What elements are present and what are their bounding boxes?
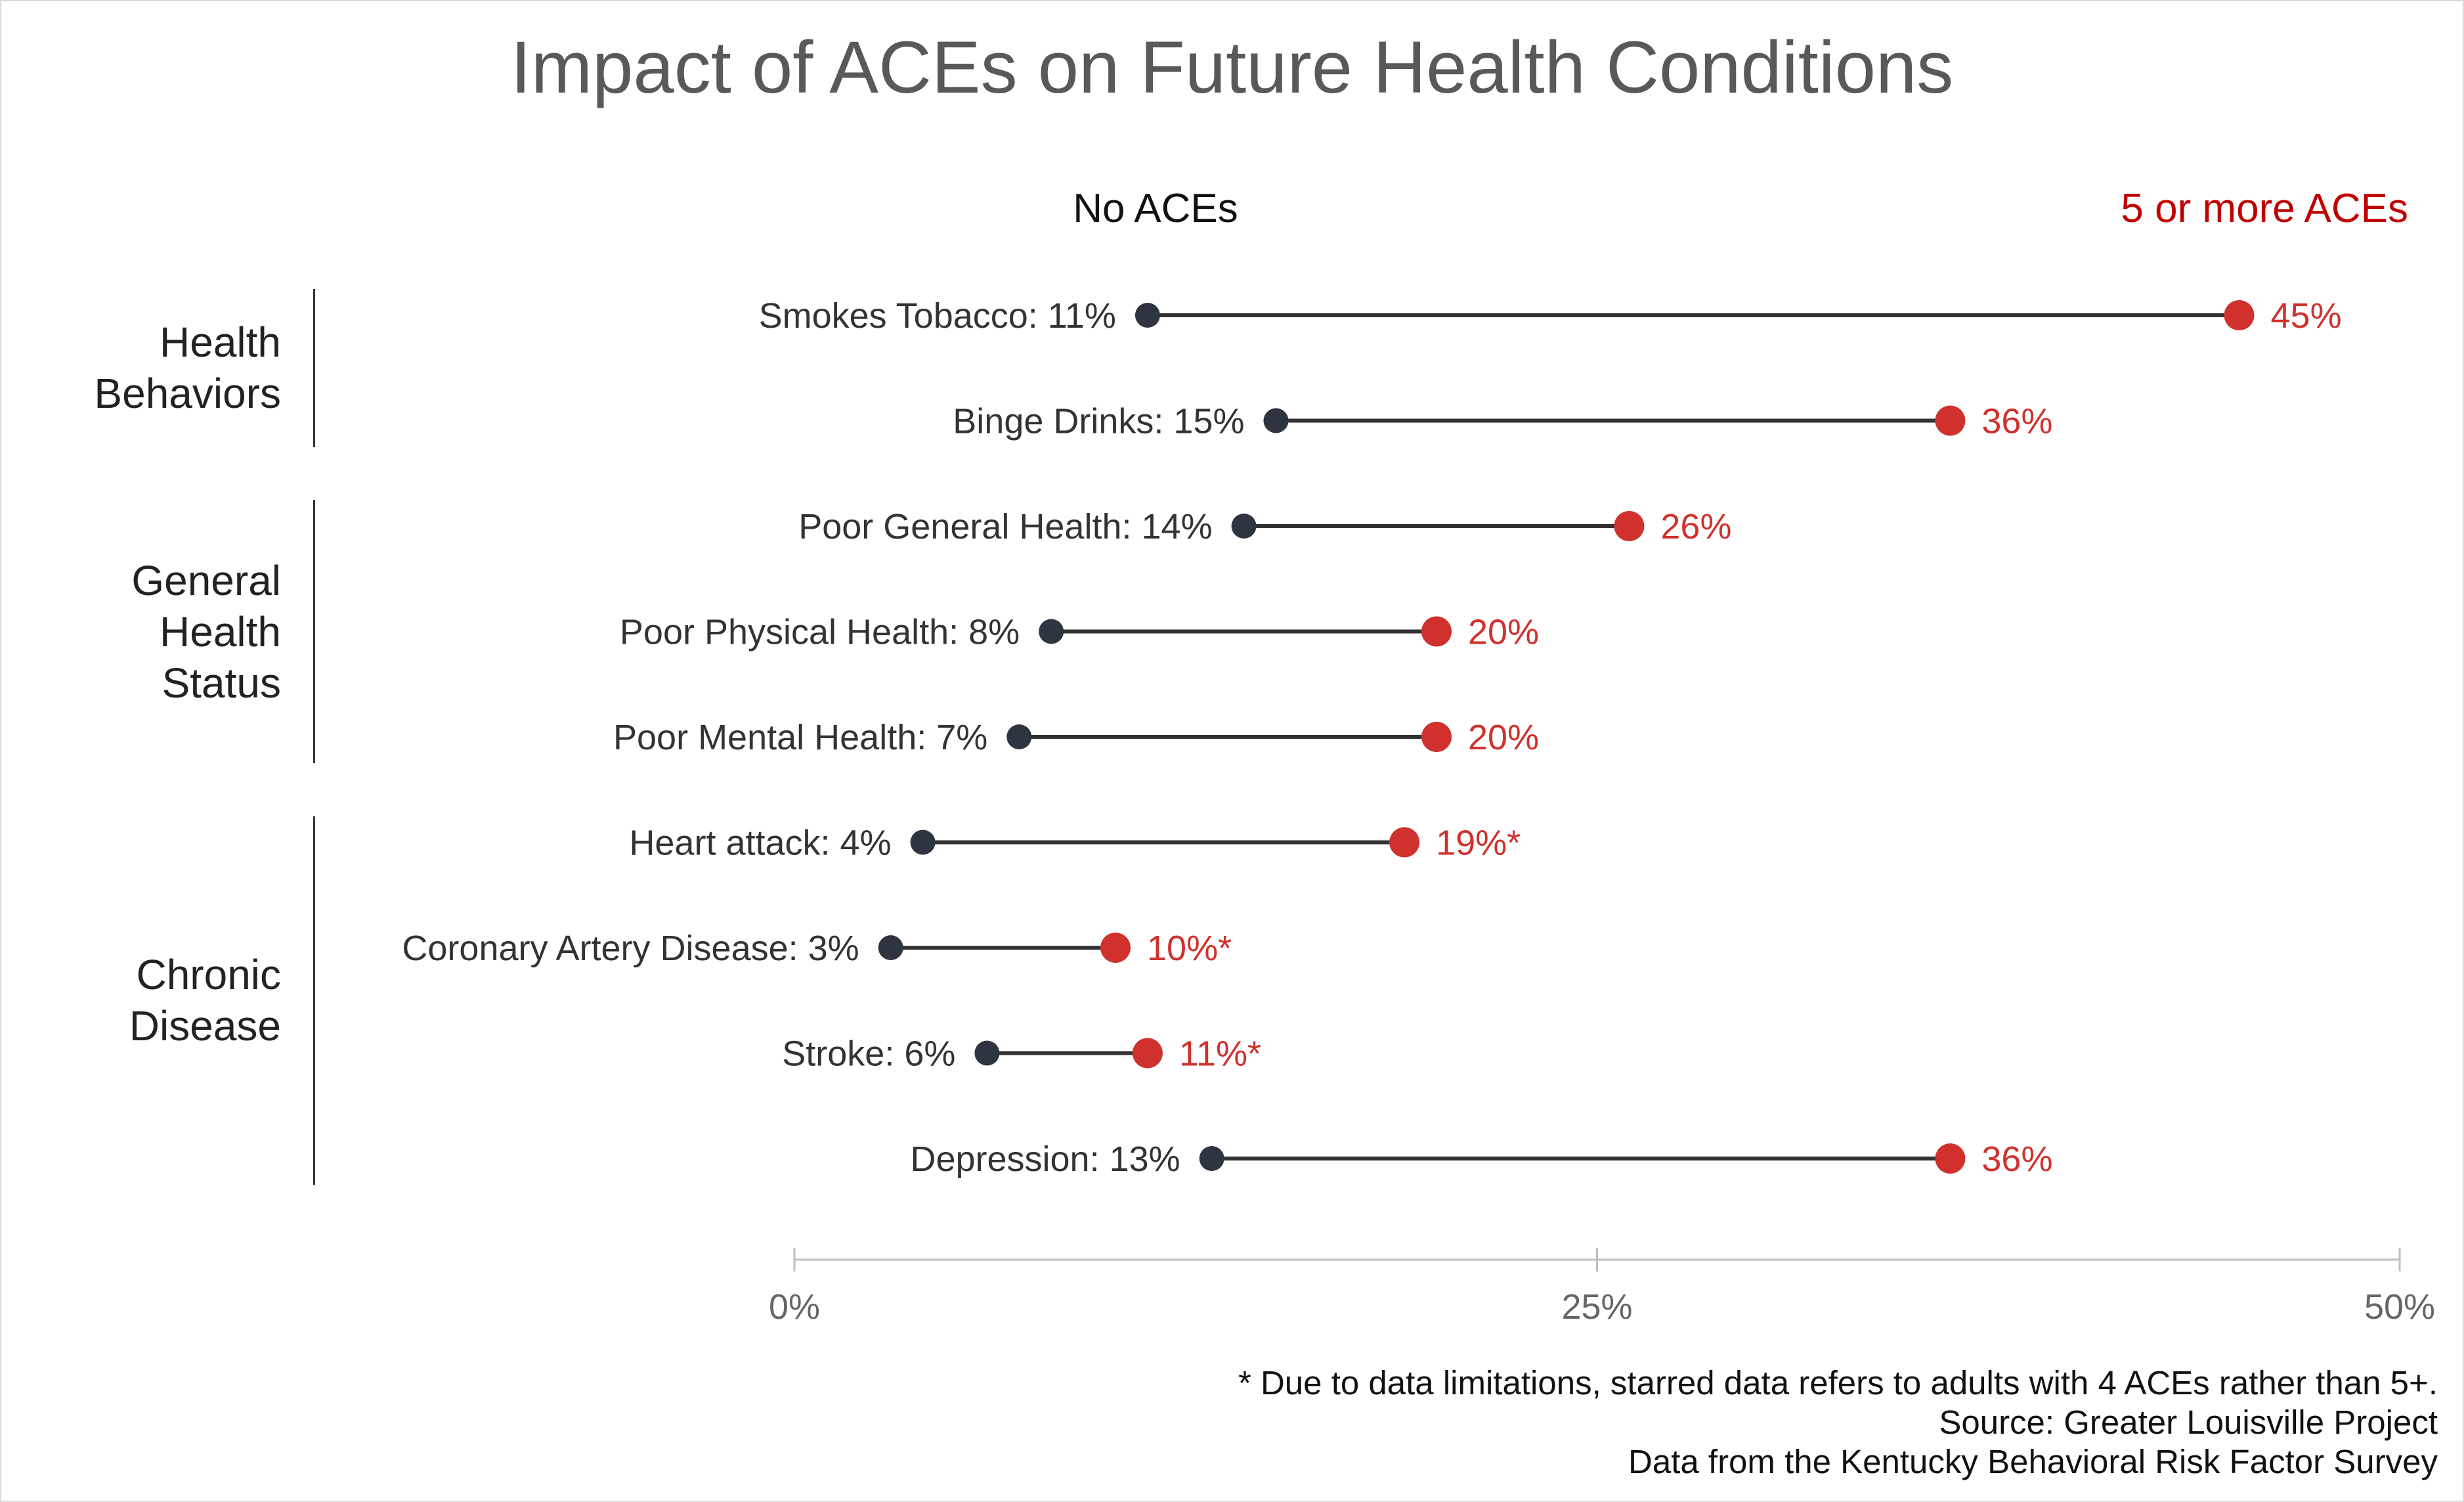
group-label: Chronic Disease: [129, 951, 281, 1050]
x-tick-label: 50%: [2364, 1287, 2435, 1327]
no-aces-dot: [1263, 408, 1289, 433]
group-label: Health Behaviors: [94, 319, 281, 418]
chart-title: Impact of ACEs on Future Health Conditio…: [510, 26, 1954, 108]
no-aces-dot: [974, 1040, 1000, 1066]
category-label: Poor Physical Health: 8%: [620, 613, 1020, 652]
five-plus-aces-value-label: 45%: [2271, 296, 2342, 336]
category-label: Binge Drinks: 15%: [953, 402, 1244, 441]
five-plus-aces-dot: [1935, 405, 1966, 436]
five-plus-aces-dot: [2224, 300, 2255, 330]
no-aces-dot: [1135, 303, 1160, 328]
five-plus-aces-value-label: 19%*: [1436, 824, 1521, 863]
group-divider: [313, 816, 315, 1185]
five-plus-aces-dot: [1100, 933, 1131, 963]
group-divider: [313, 289, 315, 447]
five-plus-aces-dot: [1614, 511, 1645, 541]
no-aces-dot: [1231, 514, 1257, 539]
category-label: Smokes Tobacco: 11%: [759, 296, 1116, 336]
five-plus-aces-dot: [1132, 1038, 1163, 1069]
footnote-source: Source: Greater Louisville Project: [1939, 1403, 2438, 1441]
no-aces-dot: [1006, 724, 1032, 749]
five-plus-aces-value-label: 20%: [1468, 613, 1539, 652]
five-plus-aces-value-label: 36%: [1981, 1139, 2052, 1179]
category-label: Poor General Health: 14%: [798, 507, 1212, 546]
five-plus-aces-value-label: 20%: [1468, 718, 1539, 757]
no-aces-dot: [878, 935, 903, 960]
category-label: Heart attack: 4%: [629, 824, 891, 863]
five-plus-aces-value-label: 10%*: [1147, 929, 1232, 968]
no-aces-dot: [910, 829, 936, 855]
no-aces-dot: [1039, 619, 1064, 644]
five-plus-aces-value-label: 11%*: [1179, 1034, 1261, 1074]
five-plus-aces-value-label: 26%: [1660, 507, 1731, 546]
group-divider: [313, 500, 315, 763]
category-label: Poor Mental Health: 7%: [613, 718, 987, 757]
five-plus-aces-value-label: 36%: [1981, 402, 2052, 441]
legend-five-or-more-aces: 5 or more ACEs: [2121, 186, 2408, 231]
footnote-starred: * Due to data limitations, starred data …: [1238, 1364, 2438, 1402]
five-plus-aces-dot: [1935, 1143, 1966, 1174]
category-label: Stroke: 6%: [782, 1034, 955, 1074]
five-plus-aces-dot: [1389, 827, 1420, 858]
x-tick-label: 25%: [1561, 1287, 1632, 1327]
legend-no-aces: No ACEs: [1073, 186, 1238, 231]
no-aces-dot: [1199, 1146, 1224, 1171]
five-plus-aces-dot: [1421, 722, 1452, 752]
group-label: General Health Status: [131, 556, 281, 707]
five-plus-aces-dot: [1421, 616, 1452, 647]
category-label: Depression: 13%: [910, 1139, 1180, 1179]
x-tick-label: 0%: [769, 1287, 820, 1327]
category-label: Coronary Artery Disease: 3%: [402, 929, 859, 968]
footnote-data-origin: Data from the Kentucky Behavioral Risk F…: [1628, 1443, 2438, 1480]
